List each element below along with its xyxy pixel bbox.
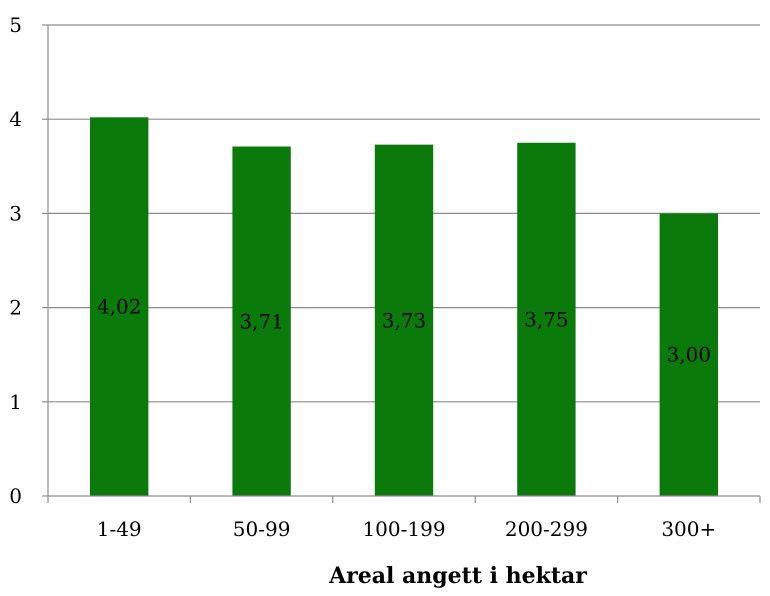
x-tick-label: 50-99 [233,517,291,541]
bar [659,213,718,496]
x-tick-label: 300+ [661,517,716,541]
y-tick-label: 5 [9,13,22,37]
data-label: 3,75 [524,307,569,331]
x-axis-title: Areal angett i hektar [328,563,587,589]
data-label: 3,73 [382,308,427,332]
bar [232,146,291,496]
data-label: 3,00 [667,343,712,367]
bar [90,117,149,496]
y-tick-label: 3 [9,201,22,225]
x-tick-labels: 1-49 50-99 100-199 200-299 300+ [97,517,717,541]
x-tick-label: 1-49 [97,517,142,541]
y-tick-label: 2 [9,296,22,320]
axes [42,24,761,503]
data-label: 4,02 [97,295,142,319]
y-tick-labels: 0 1 2 3 4 5 [9,13,22,508]
x-tick-label: 100-199 [362,517,445,541]
data-labels: 4,02 3,71 3,73 3,75 3,00 [97,295,711,367]
bars [90,117,718,496]
y-tick-label: 0 [9,484,22,508]
y-tick-label: 4 [9,107,22,131]
y-tick-label: 1 [9,390,22,414]
x-tick-label: 200-299 [505,517,588,541]
bar [374,144,434,496]
bar [517,142,576,496]
data-label: 3,71 [239,309,284,333]
